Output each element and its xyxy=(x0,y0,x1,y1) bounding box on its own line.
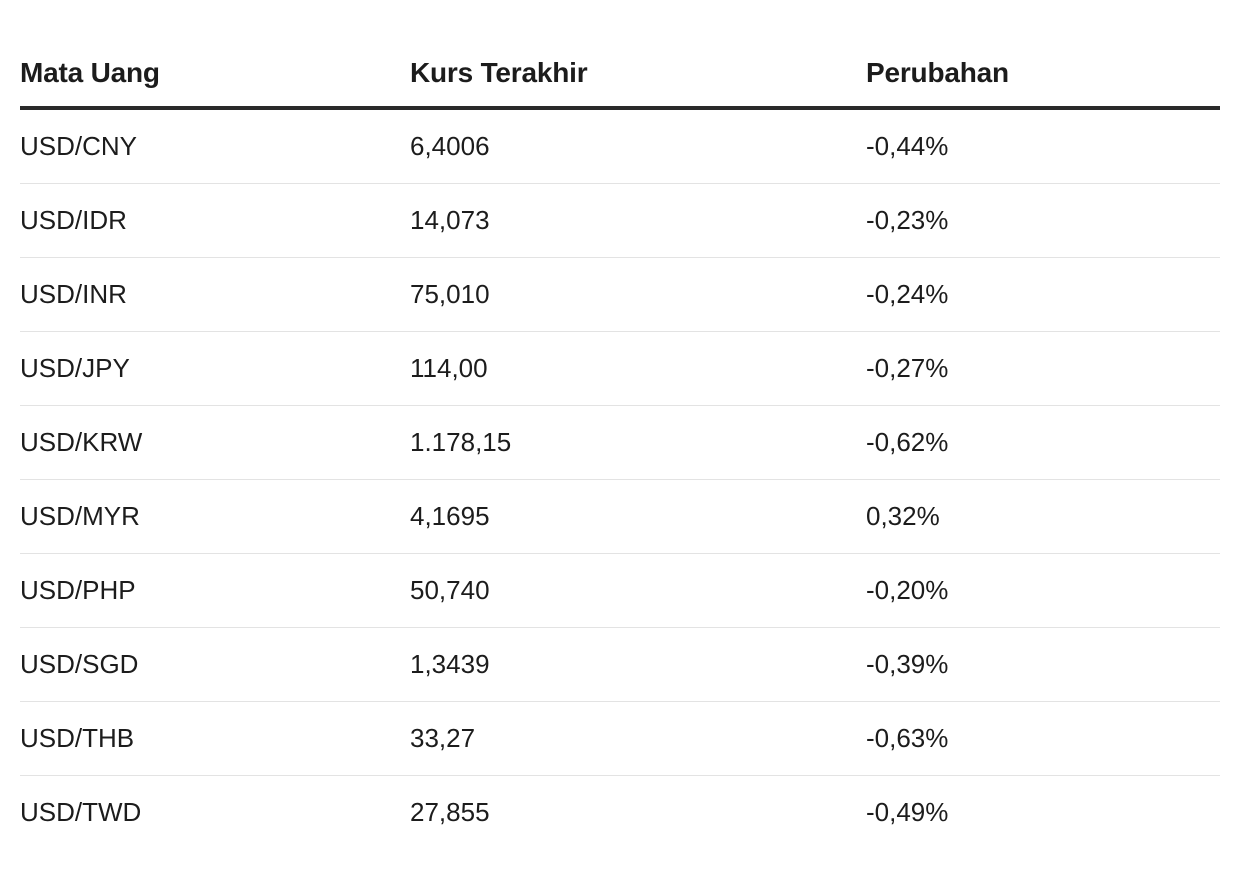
header-row: Mata Uang Kurs Terakhir Perubahan xyxy=(20,40,1220,110)
currency-pair-cell: USD/IDR xyxy=(20,183,410,258)
change-cell: -0,62% xyxy=(866,405,1220,480)
exchange-rate-table: Mata Uang Kurs Terakhir Perubahan USD/CN… xyxy=(20,40,1220,849)
currency-pair-cell: USD/THB xyxy=(20,701,410,776)
change-cell: -0,44% xyxy=(866,108,1220,184)
table-row: USD/IDR 14,073 -0,23% xyxy=(20,183,1220,258)
currency-pair-cell: USD/INR xyxy=(20,257,410,332)
currency-pair-cell: USD/PHP xyxy=(20,553,410,628)
change-cell: -0,49% xyxy=(866,797,949,827)
last-rate-cell: 27,855 xyxy=(410,797,490,827)
currency-pair-cell: USD/KRW xyxy=(20,405,410,480)
last-rate-cell: 6,4006 xyxy=(410,108,866,184)
change-cell: -0,20% xyxy=(866,553,1220,628)
change-cell: -0,63% xyxy=(866,701,1220,776)
last-rate-cell: 1.178,15 xyxy=(410,405,866,480)
currency-pair-cell: USD/TWD xyxy=(20,797,142,827)
table-row: USD/PHP 50,740 -0,20% xyxy=(20,553,1220,628)
table-header: Mata Uang Kurs Terakhir Perubahan xyxy=(20,40,1220,110)
table-row: USD/CNY 6,4006 -0,44% xyxy=(20,108,1220,184)
last-rate-cell: 75,010 xyxy=(410,257,866,332)
currency-pair-cell: USD/JPY xyxy=(20,331,410,406)
last-rate-cell: 33,27 xyxy=(410,701,866,776)
table-row: USD/KRW 1.178,15 -0,62% xyxy=(20,405,1220,480)
last-rate-cell: 14,073 xyxy=(410,183,866,258)
change-cell: -0,27% xyxy=(866,331,1220,406)
table-row: USD/MYR 4,1695 0,32% xyxy=(20,479,1220,554)
currency-pair-cell: USD/CNY xyxy=(20,108,410,184)
header-last-rate: Kurs Terakhir xyxy=(410,40,866,110)
last-rate-cell: 1,3439 xyxy=(410,627,866,702)
change-cell: -0,24% xyxy=(866,257,1220,332)
header-change: Perubahan xyxy=(866,40,1220,110)
table-row: USD/INR 75,010 -0,24% xyxy=(20,257,1220,332)
change-cell: 0,32% xyxy=(866,479,1220,554)
currency-pair-cell: USD/MYR xyxy=(20,479,410,554)
change-cell: -0,39% xyxy=(866,627,1220,702)
table-row: USD/TWD 27,855 -0,49% xyxy=(20,776,1220,850)
table-row: USD/THB 33,27 -0,63% xyxy=(20,701,1220,776)
currency-pair-cell: USD/SGD xyxy=(20,627,410,702)
table-row: USD/JPY 114,00 -0,27% xyxy=(20,331,1220,406)
last-rate-cell: 50,740 xyxy=(410,553,866,628)
table-body: USD/CNY 6,4006 -0,44% USD/IDR 14,073 -0,… xyxy=(20,108,1220,849)
header-currency: Mata Uang xyxy=(20,40,410,110)
table-row: USD/SGD 1,3439 -0,39% xyxy=(20,627,1220,702)
last-rate-cell: 114,00 xyxy=(410,331,866,406)
change-cell: -0,23% xyxy=(866,183,1220,258)
last-rate-cell: 4,1695 xyxy=(410,479,866,554)
